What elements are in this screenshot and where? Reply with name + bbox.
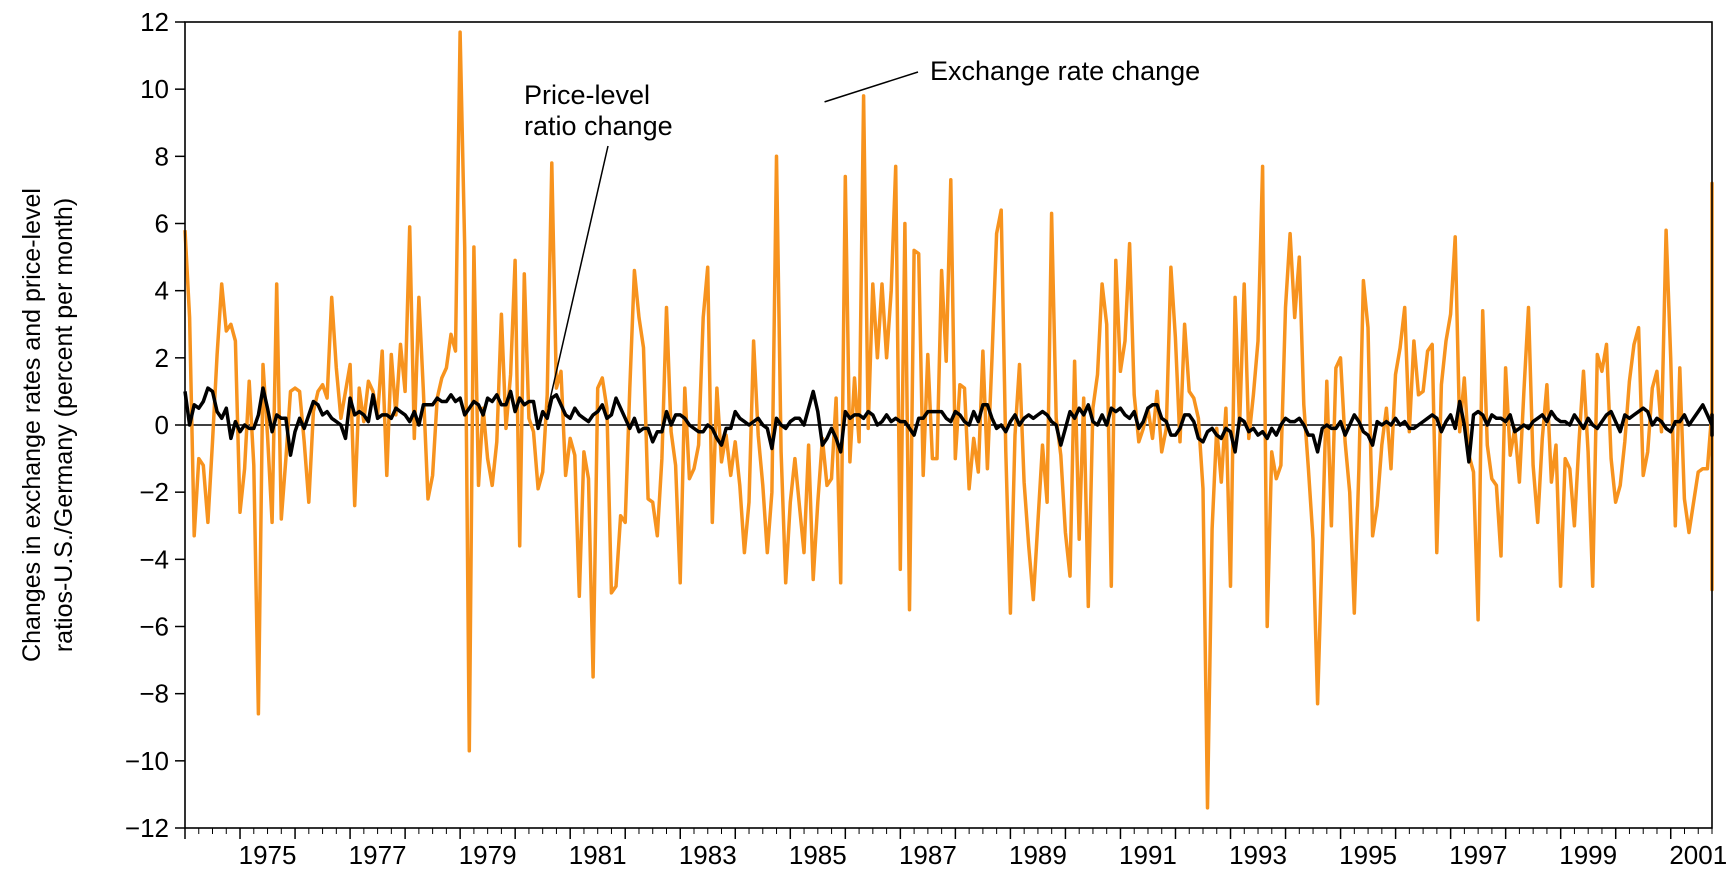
y-tick-label: −4 xyxy=(139,544,169,574)
y-tick-label: 6 xyxy=(155,209,169,239)
annotation-price-level-label-line-2: ratio change xyxy=(524,111,673,141)
y-tick-label: −2 xyxy=(139,477,169,507)
annotation-price-level-label-line-1: Price-level xyxy=(524,80,650,110)
y-tick-label: 12 xyxy=(140,7,169,37)
y-tick-label: 10 xyxy=(140,74,169,104)
y-tick-label: 2 xyxy=(155,343,169,373)
x-tick-label: 1983 xyxy=(679,840,737,870)
x-tick-label: 1995 xyxy=(1339,840,1397,870)
y-axis-ticks: 12 10 8 6 4 2 0 −2 −4 −6 −8 −10 −12 xyxy=(125,7,185,843)
x-tick-label: 1975 xyxy=(239,840,297,870)
x-tick-label: 1997 xyxy=(1449,840,1507,870)
y-tick-label: −8 xyxy=(139,679,169,709)
y-tick-label: 0 xyxy=(155,410,169,440)
x-tick-label: 1979 xyxy=(459,840,517,870)
series-line-exchange-rate-change xyxy=(183,30,1714,810)
x-tick-label: 1989 xyxy=(1009,840,1067,870)
x-axis-ticks: 1975 1977 1979 1981 1983 1985 1987 1989 1991 1993… xyxy=(184,828,1727,870)
annotation-exchange-rate-leader xyxy=(824,71,919,103)
x-tick-label: 1999 xyxy=(1559,840,1617,870)
y-tick-label: 4 xyxy=(155,276,169,306)
annotation-exchange-rate-label: Exchange rate change xyxy=(930,56,1200,86)
x-tick-label: 1981 xyxy=(569,840,627,870)
x-tick-label: 1985 xyxy=(789,840,847,870)
x-tick-label: 1977 xyxy=(349,840,407,870)
y-axis-title-line-2: ratios-U.S./Germany (percent per month) xyxy=(50,198,78,652)
annotation-price-level: Price-level ratio change xyxy=(524,80,673,408)
annotation-price-level-leader xyxy=(547,145,609,408)
x-tick-label: 1991 xyxy=(1119,840,1177,870)
x-tick-label: 2001 xyxy=(1669,840,1727,870)
x-tick-label: 1987 xyxy=(899,840,957,870)
y-tick-label: −10 xyxy=(125,746,169,776)
y-tick-label: −12 xyxy=(125,813,169,843)
annotation-exchange-rate: Exchange rate change xyxy=(824,56,1200,103)
x-tick-label: 1993 xyxy=(1229,840,1287,870)
y-tick-label: −6 xyxy=(139,612,169,642)
y-axis-title: Changes in exchange rates and price-leve… xyxy=(18,188,78,662)
series-line-price-level-ratio-change xyxy=(183,386,1714,464)
plot-area-frame xyxy=(184,21,1713,829)
y-axis-title-line-1: Changes in exchange rates and price-leve… xyxy=(18,188,46,662)
y-tick-label: 8 xyxy=(155,141,169,171)
